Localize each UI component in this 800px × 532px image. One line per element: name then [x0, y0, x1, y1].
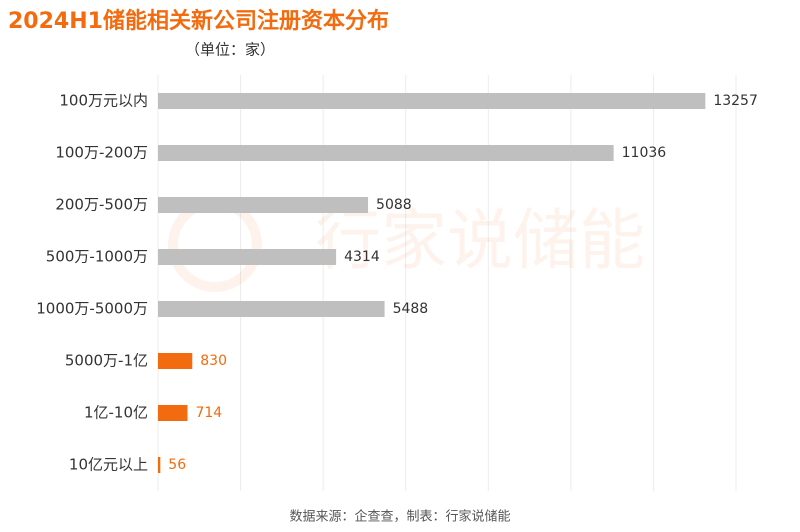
y-tick-label: 10亿元以上 — [69, 456, 148, 474]
watermark: 行家说储能 — [315, 202, 645, 279]
value-label: 4314 — [344, 249, 380, 265]
source-note: 数据来源：企查查，制表：行家说储能 — [289, 509, 510, 525]
y-tick-label: 500万-1000万 — [46, 248, 148, 266]
value-label: 5088 — [376, 197, 412, 213]
bar — [158, 301, 385, 317]
bar — [158, 353, 193, 369]
value-label: 714 — [195, 405, 222, 421]
watermark-logo — [168, 198, 262, 292]
bar — [158, 457, 161, 473]
bar — [158, 145, 614, 161]
value-label: 830 — [200, 353, 227, 369]
bar — [158, 249, 337, 265]
bar — [158, 197, 369, 213]
value-label: 13257 — [713, 93, 758, 109]
value-label: 11036 — [622, 145, 667, 161]
y-tick-label: 100万元以内 — [59, 92, 148, 110]
y-tick-label: 200万-500万 — [55, 196, 148, 214]
y-tick-label: 100万-200万 — [55, 144, 148, 162]
value-label: 5488 — [393, 301, 429, 317]
bar — [158, 405, 188, 421]
bar — [158, 93, 706, 109]
value-label: 56 — [168, 457, 186, 473]
chart-title: 2024H1储能相关新公司注册资本分布 — [8, 8, 389, 34]
y-tick-label: 5000万-1亿 — [65, 352, 148, 370]
y-tick-label: 1000万-5000万 — [36, 300, 148, 318]
y-tick-label: 1亿-10亿 — [84, 404, 148, 422]
chart-subtitle: （单位：家） — [185, 41, 275, 59]
